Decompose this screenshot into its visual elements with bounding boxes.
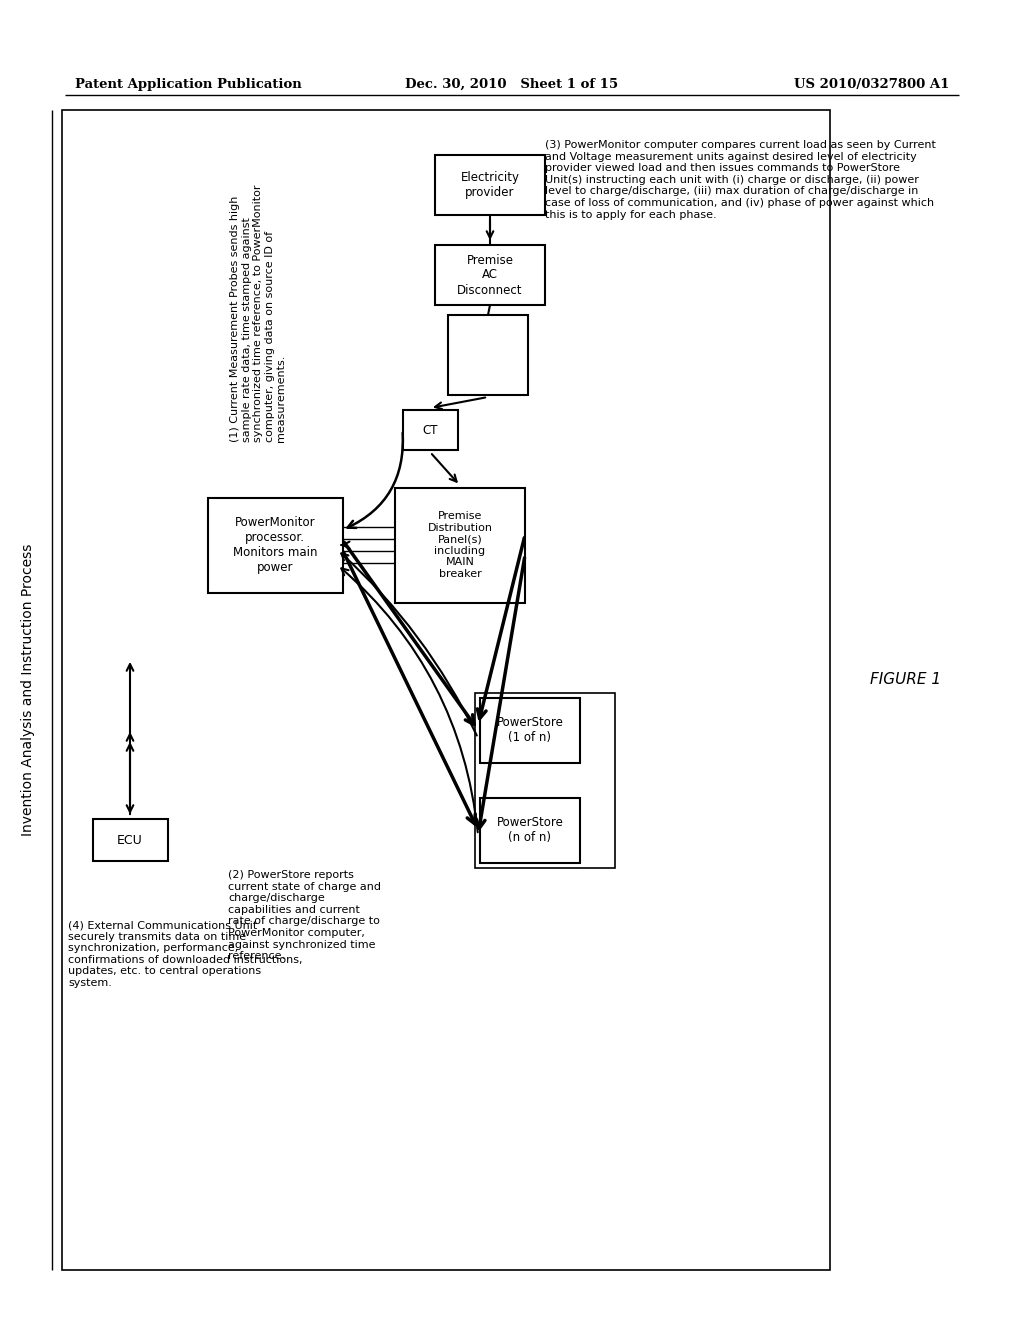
Bar bbox=[208, 498, 342, 593]
Bar bbox=[402, 411, 458, 450]
Bar bbox=[395, 487, 525, 602]
Text: ECU: ECU bbox=[117, 833, 143, 846]
Text: (2) PowerStore reports
current state of charge and
charge/discharge
capabilities: (2) PowerStore reports current state of … bbox=[228, 870, 381, 961]
Text: US 2010/0327800 A1: US 2010/0327800 A1 bbox=[794, 78, 949, 91]
Text: (4) External Communications Unit
securely transmits data on time
synchronization: (4) External Communications Unit securel… bbox=[68, 920, 302, 987]
Bar bbox=[475, 693, 615, 867]
Text: (3) PowerMonitor computer compares current load as seen by Current
and Voltage m: (3) PowerMonitor computer compares curre… bbox=[545, 140, 936, 219]
Text: Dec. 30, 2010   Sheet 1 of 15: Dec. 30, 2010 Sheet 1 of 15 bbox=[406, 78, 618, 91]
Text: (1) Current Measurement Probes sends high
sample rate data, time stamped against: (1) Current Measurement Probes sends hig… bbox=[230, 185, 287, 442]
Bar bbox=[449, 315, 528, 395]
Text: PowerStore
(n of n): PowerStore (n of n) bbox=[497, 816, 563, 843]
Bar bbox=[92, 818, 168, 861]
Text: PowerStore
(1 of n): PowerStore (1 of n) bbox=[497, 715, 563, 744]
Text: PowerMonitor
processor.
Monitors main
power: PowerMonitor processor. Monitors main po… bbox=[232, 516, 317, 574]
Text: FIGURE 1: FIGURE 1 bbox=[870, 672, 941, 688]
Text: CT: CT bbox=[422, 424, 437, 437]
Text: Patent Application Publication: Patent Application Publication bbox=[75, 78, 302, 91]
Bar bbox=[435, 246, 545, 305]
Bar bbox=[480, 697, 580, 763]
Text: Premise
Distribution
Panel(s)
including
MAIN
breaker: Premise Distribution Panel(s) including … bbox=[427, 511, 493, 579]
Text: Electricity
provider: Electricity provider bbox=[461, 172, 519, 199]
Text: Invention Analysis and Instruction Process: Invention Analysis and Instruction Proce… bbox=[22, 544, 35, 836]
Text: Premise
AC
Disconnect: Premise AC Disconnect bbox=[458, 253, 522, 297]
Bar bbox=[480, 797, 580, 862]
Bar bbox=[62, 110, 830, 1270]
Bar bbox=[435, 154, 545, 215]
